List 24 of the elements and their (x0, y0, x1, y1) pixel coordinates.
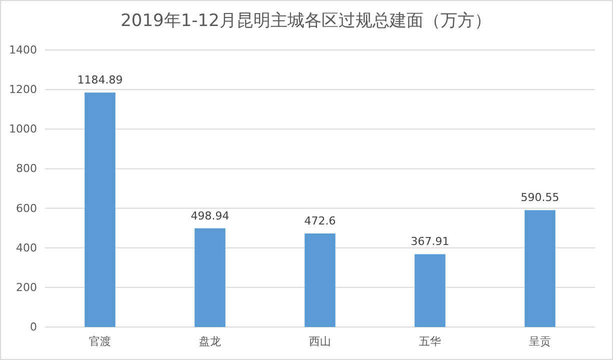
data-label: 472.6 (304, 214, 336, 228)
data-label: 590.55 (520, 191, 560, 204)
data-label: 367.91 (410, 235, 450, 248)
bar (194, 228, 226, 327)
x-tick-label: 五华 (419, 334, 441, 348)
data-label: 498.94 (190, 209, 230, 222)
x-tick-label: 呈贡 (529, 334, 551, 348)
x-tick-label: 盘龙 (199, 334, 221, 348)
bar (304, 233, 336, 327)
y-tick-label: 0 (30, 320, 37, 334)
y-tick-label: 200 (16, 280, 37, 294)
data-label: 1184.89 (77, 74, 123, 87)
x-tick-label: 西山 (309, 334, 331, 348)
y-tick-label: 400 (16, 241, 37, 254)
bar (524, 210, 556, 327)
y-tick-label: 1200 (9, 83, 37, 96)
y-tick-label: 1400 (9, 44, 37, 57)
y-tick-label: 600 (16, 202, 37, 215)
x-tick-label: 官渡 (89, 334, 111, 348)
chart-title: 2019年1-12月昆明主城各区过规总建面（万方） (120, 11, 492, 31)
bar (84, 92, 116, 327)
y-tick-label: 800 (16, 162, 37, 176)
y-tick-label: 1000 (9, 122, 37, 136)
bar (414, 254, 446, 327)
